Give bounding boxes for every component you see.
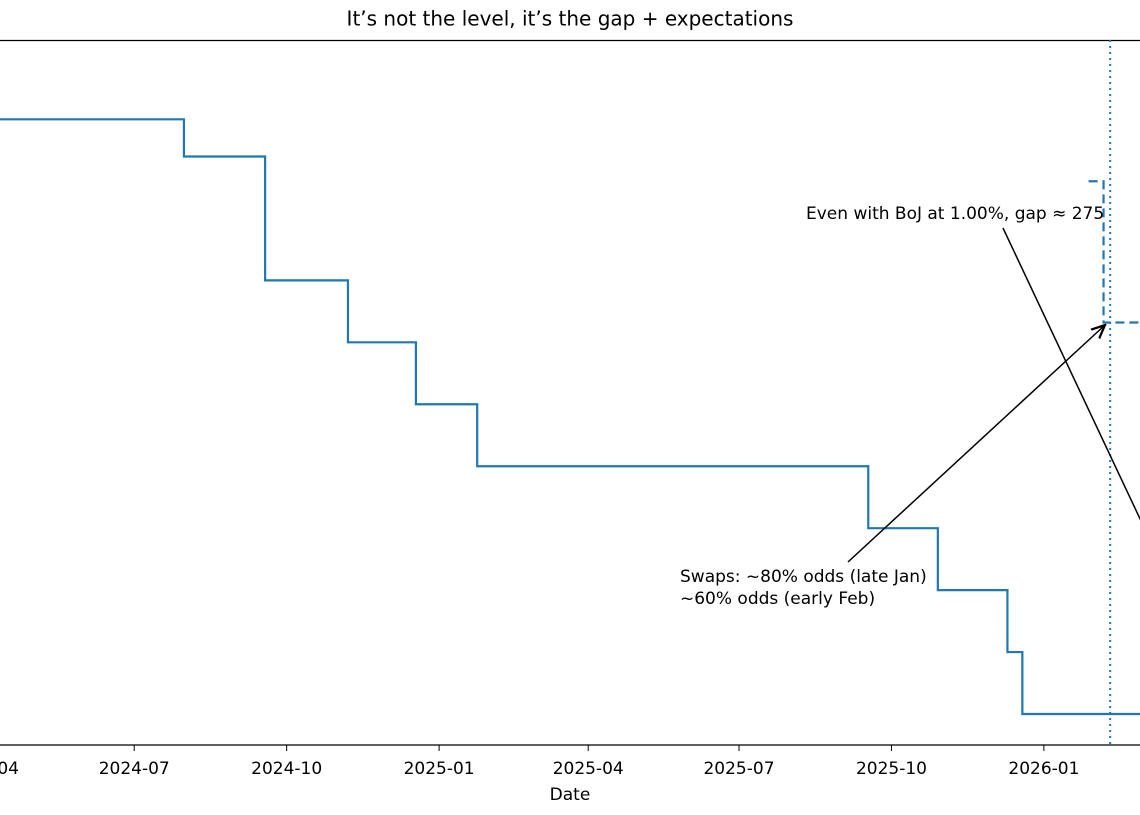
line-series <box>0 118 1140 716</box>
annotation-text: Even with BoJ at 1.00%, gap ≈ 275 <box>806 204 1104 224</box>
x-tick-label: 2024-10 <box>251 759 322 779</box>
chart-title: It’s not the level, it’s the gap + expec… <box>347 7 794 31</box>
x-tick-label: 2025-01 <box>404 759 475 779</box>
annotation-arrow <box>847 325 1105 563</box>
x-tick-label: 2024-04 <box>0 759 19 779</box>
x-axis-label: Date <box>550 785 591 805</box>
x-tick-label: 2025-04 <box>553 759 624 779</box>
x-tick-label: 2024-07 <box>99 759 170 779</box>
annotation-text: ~60% odds (early Feb) <box>680 589 875 609</box>
x-tick-label: 2025-10 <box>856 759 927 779</box>
annotation-arrow <box>1002 227 1140 521</box>
annotation-text: Swaps: ~80% odds (late Jan) <box>680 567 927 587</box>
x-tick-label: 2026-01 <box>1008 759 1079 779</box>
line-series <box>1088 180 1140 324</box>
x-tick-label: 2025-07 <box>703 759 774 779</box>
